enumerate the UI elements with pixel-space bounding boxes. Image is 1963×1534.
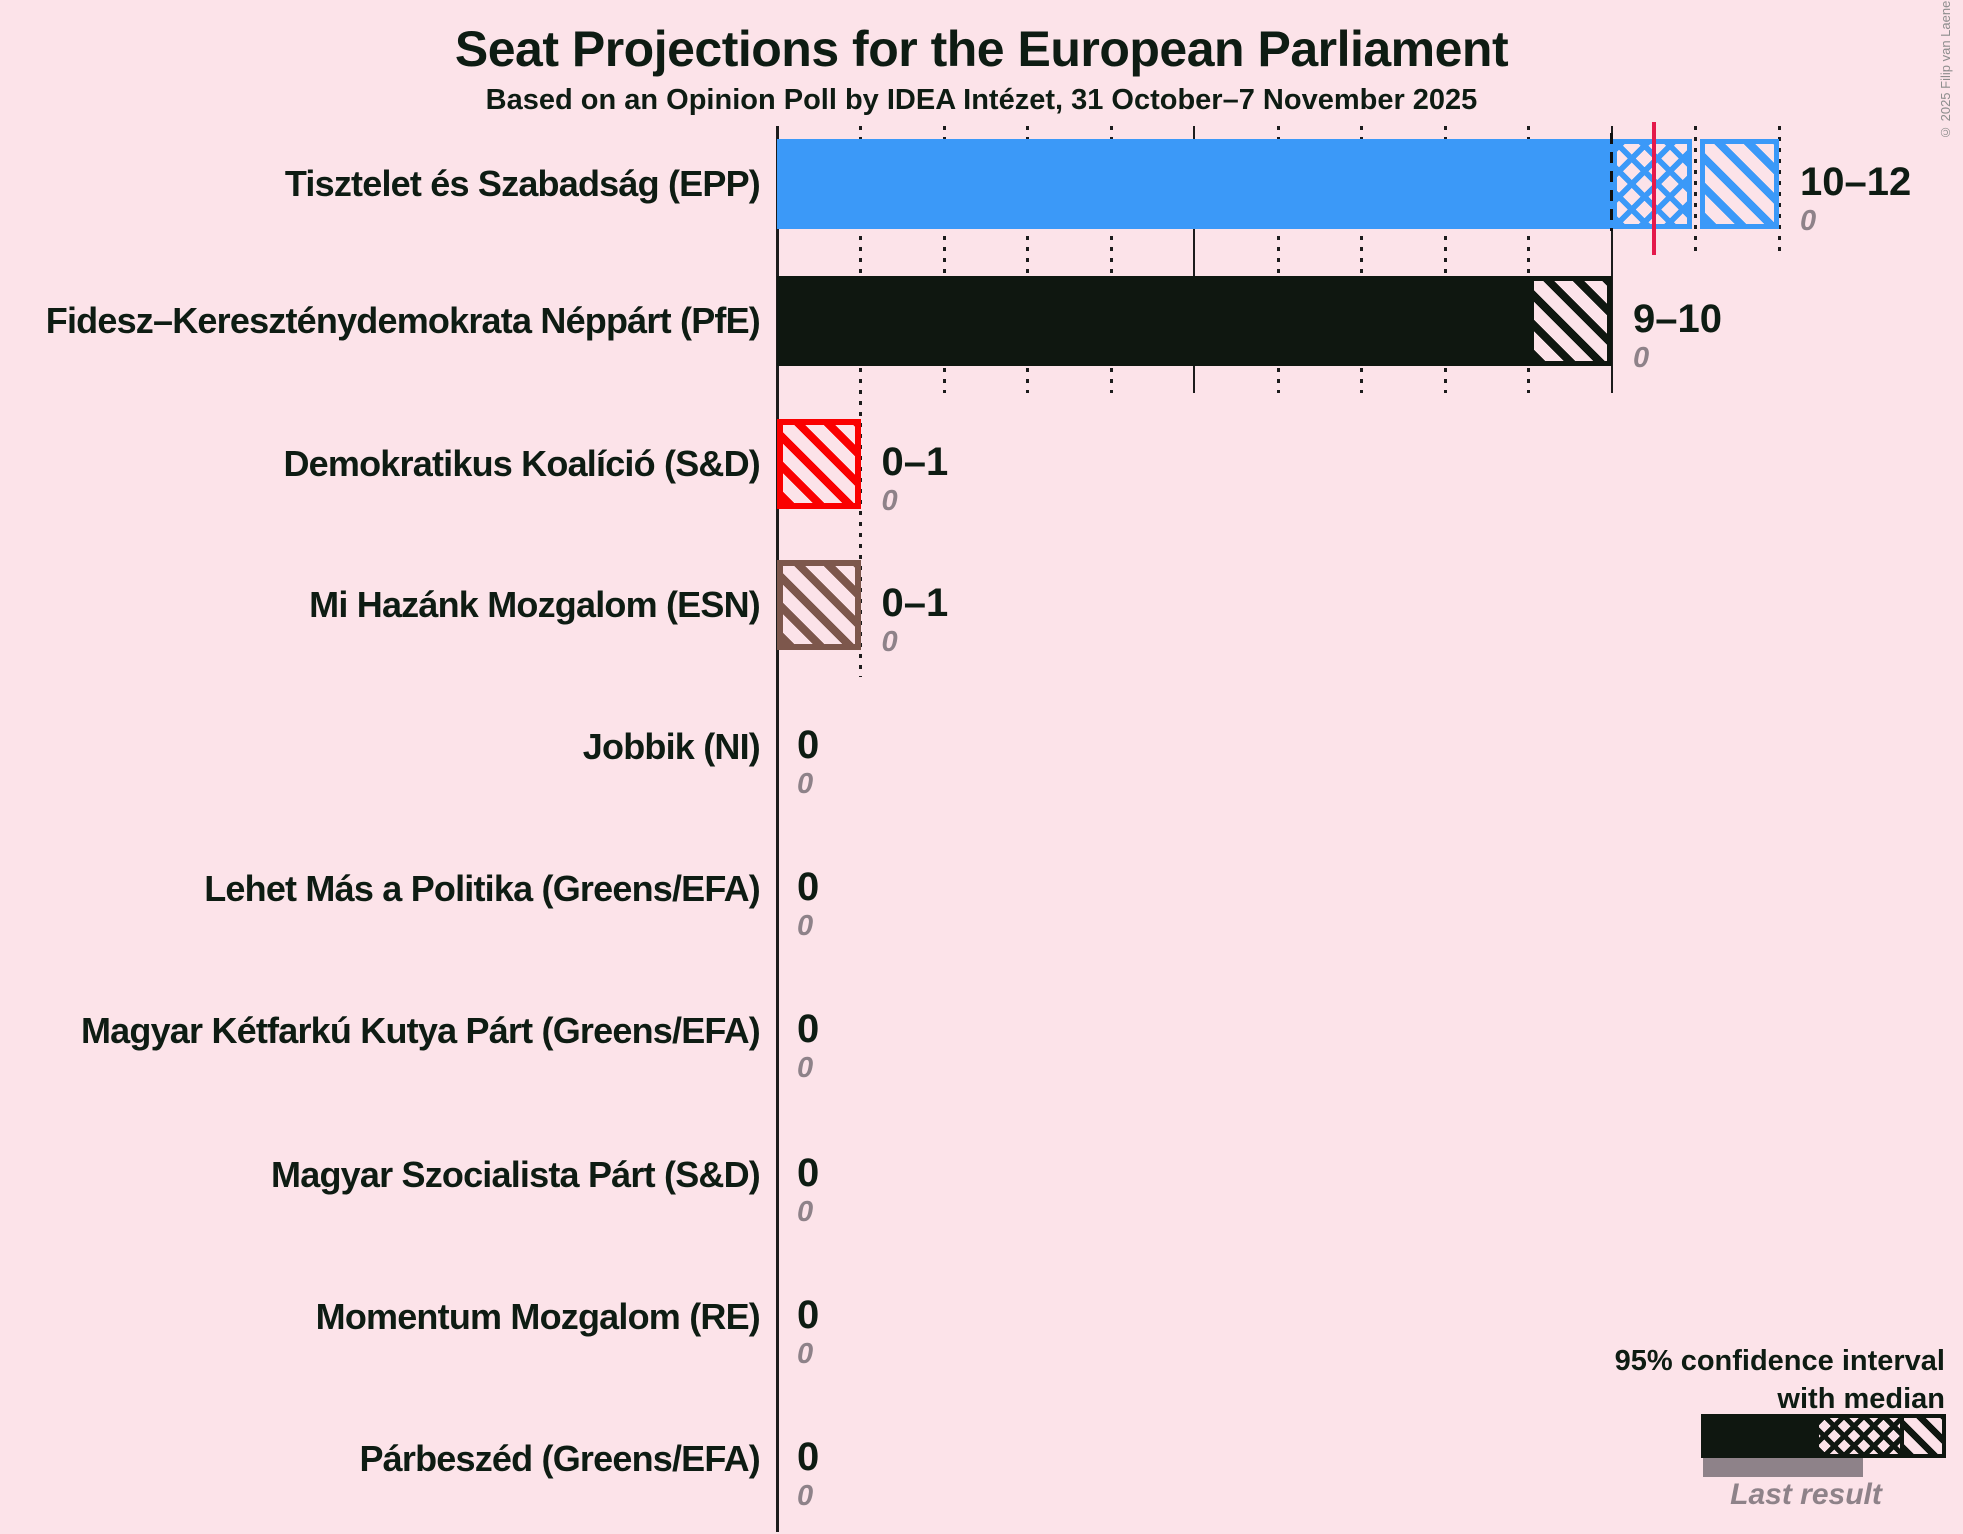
party-label: Párbeszéd (Greens/EFA) [359, 1438, 760, 1479]
value-labels: 10–12 0 [1800, 159, 1911, 238]
party-label: Momentum Mozgalom (RE) [315, 1296, 761, 1337]
seat-range-label: 0 [797, 1435, 820, 1479]
minor-gridline [1276, 126, 1280, 393]
copyright-notice: © 2025 Filip van Laenen [1938, 0, 1953, 140]
bar-diagonal-segment [777, 419, 861, 509]
seat-range-label: 0–1 [881, 440, 949, 484]
party-label: Demokratikus Koalíció (S&D) [283, 443, 760, 484]
median-line [1651, 122, 1656, 255]
minor-gridline [1777, 126, 1781, 251]
minor-gridline [942, 126, 946, 393]
bar-diagonal-segment [1528, 276, 1612, 366]
minor-gridline [1109, 126, 1113, 393]
party-label: Tisztelet és Szabadság (EPP) [284, 163, 761, 204]
seat-range-label: 0 [797, 865, 820, 909]
legend-last-result-label: Last result [1730, 1478, 1882, 1511]
value-labels: 0–1 0 [882, 439, 949, 518]
chart-title: Seat Projections for the European Parlia… [454, 21, 1509, 77]
legend-crosshatch-segment [1819, 1418, 1900, 1454]
minor-gridline [859, 126, 862, 677]
last-result-label: 0 [797, 1480, 814, 1512]
minor-gridline [1026, 126, 1029, 393]
party-label: Fidesz–Kereszténydemokrata Néppárt (PfE) [45, 300, 761, 341]
major-gridline [1610, 126, 1613, 393]
minor-gridline [1527, 126, 1530, 393]
party-label: Mi Hazánk Mozgalom (ESN) [309, 584, 761, 625]
bar-solid-segment [777, 276, 1529, 366]
party-label: Lehet Más a Politika (Greens/EFA) [204, 868, 761, 909]
major-gridline [1193, 126, 1195, 393]
minor-gridline [1694, 126, 1697, 251]
last-result-label: 0 [797, 1052, 814, 1084]
bar-diagonal-segment [777, 560, 861, 650]
legend-last-result-bar [1703, 1458, 1863, 1477]
seat-range-label: 0 [797, 1007, 820, 1051]
bar-solid-segment [777, 139, 1612, 229]
ci-lower-bound-dash [1610, 133, 1613, 231]
seat-range-label: 9–10 [1633, 297, 1722, 341]
last-result-label: 0 [1633, 342, 1650, 374]
chart-subtitle: Based on an Opinion Poll by IDEA Intézet… [485, 84, 1478, 116]
last-result-label: 0 [881, 626, 898, 658]
value-labels: 9–10 0 [1633, 296, 1722, 375]
seat-range-label: 0–1 [881, 581, 949, 625]
last-result-label: 0 [797, 1196, 814, 1228]
minor-gridline [1443, 126, 1447, 393]
minor-gridline [1360, 126, 1363, 393]
legend-line-1: 95% confidence interval [1614, 1345, 1945, 1377]
seat-range-label: 0 [797, 723, 820, 767]
seat-range-label: 0 [797, 1151, 820, 1195]
last-result-label: 0 [797, 910, 814, 942]
party-label: Magyar Szocialista Párt (S&D) [271, 1154, 761, 1195]
bar-diagonal-segment [1699, 139, 1779, 229]
seat-range-label: 10–12 [1800, 160, 1912, 204]
party-label: Magyar Kétfarkú Kutya Párt (Greens/EFA) [80, 1010, 761, 1051]
legend-title: 95% confidence interval with median [1615, 1342, 1945, 1418]
last-result-label: 0 [797, 1338, 814, 1370]
legend-sample-bar [1701, 1414, 1946, 1458]
y-axis-line [775, 126, 779, 1532]
last-result-label: 0 [881, 485, 898, 517]
seat-range-label: 0 [797, 1293, 820, 1337]
last-result-label: 0 [797, 768, 814, 800]
value-labels: 0–1 0 [882, 580, 949, 659]
legend-solid-segment [1705, 1418, 1819, 1454]
legend-diagonal-segment [1900, 1418, 1942, 1454]
last-result-label: 0 [1800, 205, 1817, 237]
party-label: Jobbik (NI) [582, 726, 761, 767]
legend-line-2: with median [1777, 1383, 1945, 1415]
